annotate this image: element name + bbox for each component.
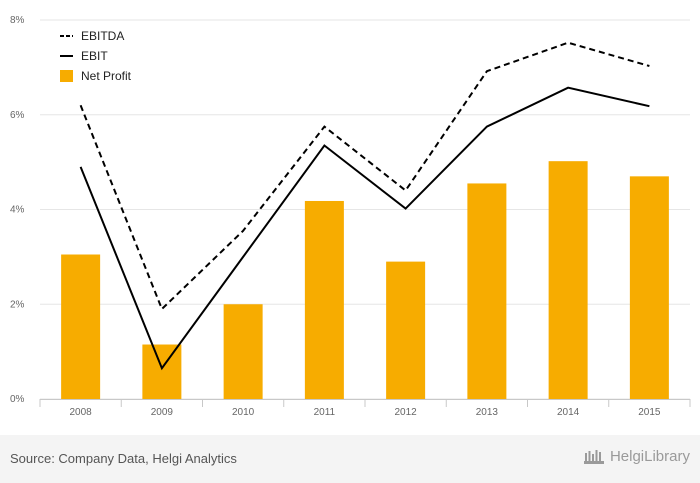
x-tick-label: 2008: [70, 407, 93, 418]
bar: [223, 304, 263, 399]
y-tick-label: 8%: [10, 15, 25, 26]
ebit-line: [79, 86, 650, 371]
ebitda-line: [79, 41, 650, 311]
bar: [548, 161, 588, 399]
source-text: Source: Company Data, Helgi Analytics: [10, 451, 237, 466]
y-tick-label: 4%: [10, 205, 25, 216]
bar: [142, 344, 182, 399]
legend-label: Net Profit: [81, 69, 132, 83]
footer: Source: Company Data, Helgi Analytics He…: [0, 435, 700, 483]
legend-label: EBITDA: [81, 29, 124, 43]
brand-logo[interactable]: HelgiLibrary: [583, 447, 690, 465]
x-axis: 2008 2009 2010 2011 2012 2013 2014 2015: [39, 399, 691, 418]
x-tick-label: 2010: [232, 407, 255, 418]
x-tick-label: 2015: [638, 407, 661, 418]
bar: [304, 200, 344, 399]
y-tick-label: 6%: [10, 110, 25, 121]
bar-series: [61, 161, 669, 399]
line-series: [79, 41, 650, 371]
legend: EBITDA EBIT Net Profit: [60, 29, 132, 83]
x-tick-label: 2013: [476, 407, 499, 418]
x-tick-label: 2012: [395, 407, 418, 418]
x-tick-label: 2014: [557, 407, 580, 418]
library-icon: [583, 450, 604, 464]
x-tick-label: 2011: [314, 407, 336, 418]
legend-swatch: [60, 70, 73, 82]
bar: [467, 183, 507, 399]
bar: [61, 254, 101, 399]
chart: 0%2%4%6%8% 2008 2009 2010 2011 2012 2013 2014 2…: [10, 15, 691, 418]
x-tick-label: 2009: [151, 407, 174, 418]
grid-lines: [40, 19, 690, 400]
bar: [386, 261, 426, 399]
bar: [629, 176, 669, 399]
legend-label: EBIT: [81, 49, 108, 63]
y-axis: 0% 2% 4% 6% 8%: [10, 15, 25, 405]
y-tick-label: 2%: [10, 299, 25, 310]
y-tick-label: 0%: [10, 394, 25, 405]
brand-name: HelgiLibrary: [609, 447, 690, 465]
